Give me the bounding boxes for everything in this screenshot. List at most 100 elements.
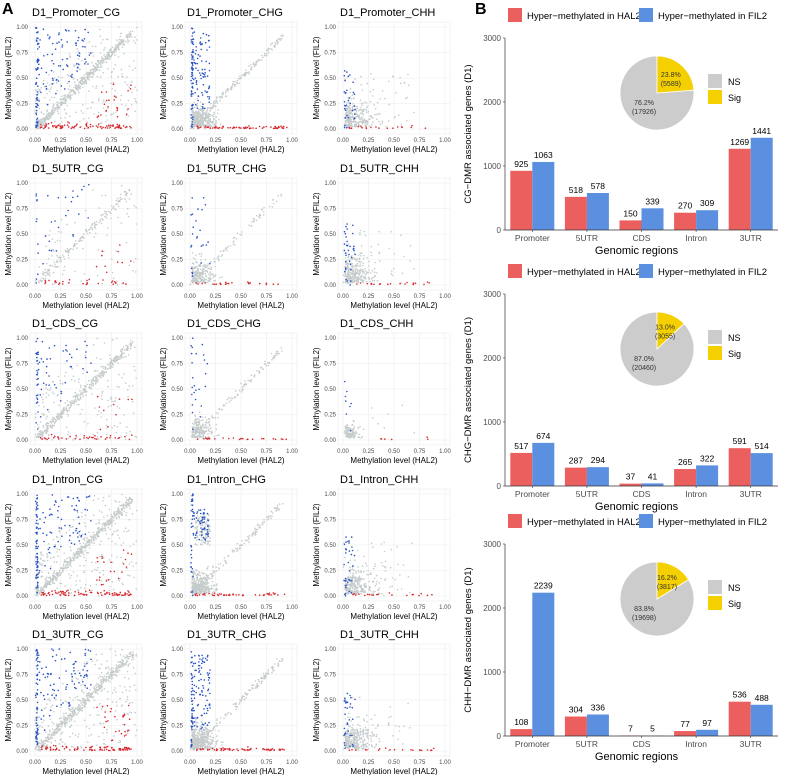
fil2-hyper-point	[207, 95, 209, 98]
ns-point	[48, 272, 51, 274]
ns-point	[360, 245, 363, 247]
ns-point	[96, 431, 99, 434]
ns-point	[66, 223, 68, 226]
ns-point	[213, 124, 216, 127]
ns-point	[349, 107, 351, 109]
ns-point	[370, 272, 372, 274]
ns-point	[98, 62, 100, 64]
ns-point	[133, 204, 136, 207]
ns-point	[250, 374, 253, 377]
ns-point	[409, 245, 412, 247]
ns-point	[57, 256, 59, 258]
ns-point	[360, 112, 363, 114]
x-tick-label: 0.50	[235, 138, 247, 144]
ns-point	[255, 214, 258, 217]
ns-point	[232, 80, 234, 83]
ns-point	[54, 107, 57, 109]
hal2-hyper-point	[44, 126, 46, 128]
ns-point	[103, 342, 106, 344]
ns-point	[52, 250, 55, 252]
ns-point	[192, 110, 194, 112]
ns-point	[39, 433, 41, 436]
fil2-hyper-point	[349, 102, 352, 105]
ns-point	[207, 107, 209, 109]
ns-point	[272, 198, 275, 201]
ns-point	[374, 275, 377, 277]
ns-point	[78, 91, 80, 94]
hal2-hyper-point	[130, 84, 132, 86]
ns-point	[84, 209, 87, 212]
ns-point	[204, 416, 207, 419]
ns-point	[209, 119, 211, 122]
fil2-hyper-point	[195, 352, 197, 355]
ns-point	[125, 432, 128, 434]
fil2-hyper-point	[344, 117, 347, 119]
x-tick-label: 1.00	[131, 449, 143, 455]
ns-point	[119, 350, 122, 353]
ns-point	[255, 219, 258, 222]
hal2-hyper-point	[252, 127, 254, 129]
ns-point	[81, 393, 84, 396]
ns-point	[374, 113, 376, 116]
ns-point	[347, 268, 350, 271]
y-tick-label: 0.50	[171, 232, 183, 238]
ns-point	[82, 86, 84, 89]
ns-point	[220, 408, 223, 411]
ns-point	[121, 39, 123, 41]
ns-point	[194, 414, 196, 417]
ns-point	[117, 200, 120, 203]
ns-point	[207, 112, 210, 115]
ns-point	[402, 255, 405, 258]
ns-point	[393, 116, 396, 119]
ns-point	[274, 42, 277, 44]
ns-point	[236, 394, 239, 397]
ns-point	[214, 417, 217, 419]
ns-point	[198, 264, 200, 266]
ns-point	[260, 366, 263, 369]
ns-point	[53, 107, 55, 110]
fil2-hyper-point	[36, 99, 38, 101]
y-tick-label: 0.75	[324, 51, 336, 57]
ns-point	[344, 113, 347, 115]
ns-point	[128, 198, 131, 200]
hal2-hyper-point	[67, 121, 69, 123]
ns-point	[80, 280, 82, 282]
ns-point	[381, 90, 384, 92]
ns-point	[218, 118, 220, 121]
ns-point	[196, 116, 198, 118]
hal2-hyper-point	[62, 280, 64, 283]
fil2-hyper-point	[204, 204, 207, 206]
ns-point	[42, 393, 45, 395]
y-tick-label: 1.00	[324, 25, 336, 31]
ns-point	[192, 431, 194, 433]
x-tick-label: 0.50	[235, 294, 247, 300]
ns-point	[38, 89, 41, 91]
ns-point	[366, 105, 369, 107]
ns-point	[134, 36, 136, 38]
y-tick-label: 0.00	[16, 127, 28, 133]
ns-point	[77, 394, 80, 396]
ns-point	[207, 281, 209, 284]
ns-point	[401, 404, 404, 407]
ns-point	[362, 276, 365, 279]
x-tick-label: 0.00	[29, 138, 41, 144]
ns-point	[69, 98, 72, 101]
hal2-hyper-point	[131, 398, 133, 401]
fil2-hyper-point	[191, 123, 194, 126]
fil2-hyper-point	[195, 389, 197, 392]
hal2-hyper-point	[251, 438, 254, 441]
ns-point	[85, 583, 87, 586]
ns-point	[81, 79, 83, 82]
fil2-hyper-point	[204, 68, 206, 71]
ns-point	[191, 267, 194, 270]
ns-point	[349, 125, 352, 127]
fil2-hyper-point	[66, 360, 68, 362]
ns-point	[360, 102, 363, 104]
ns-point	[42, 398, 44, 401]
scatter-title: D1_Promoter_CG	[32, 7, 120, 19]
fil2-hyper-point	[194, 53, 197, 55]
ns-point	[374, 261, 376, 264]
hal2-hyper-point	[117, 250, 119, 253]
fil2-hyper-point	[195, 81, 198, 83]
ns-point	[212, 101, 215, 103]
